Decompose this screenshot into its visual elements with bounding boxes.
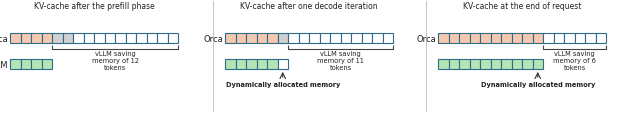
Bar (449, 59, 459, 69)
Bar (20, 34, 31, 44)
Bar (459, 34, 470, 44)
Bar (480, 34, 490, 44)
Text: KV-cache after one decode iteration: KV-cache after one decode iteration (240, 2, 378, 11)
Bar (267, 34, 278, 44)
Bar (522, 34, 532, 44)
Bar (362, 34, 372, 44)
Bar (288, 34, 298, 44)
Text: vLLM saving
memory of 12
tokens: vLLM saving memory of 12 tokens (92, 51, 138, 70)
Bar (278, 34, 288, 44)
Bar (372, 34, 383, 44)
Bar (383, 34, 393, 44)
Bar (73, 34, 83, 44)
Bar (522, 59, 532, 69)
Bar (351, 34, 362, 44)
Bar (554, 34, 564, 44)
Bar (319, 34, 330, 44)
Bar (511, 59, 522, 69)
Bar (501, 59, 511, 69)
Bar (564, 34, 575, 44)
Bar (330, 34, 340, 44)
Bar (470, 34, 480, 44)
Bar (42, 59, 52, 69)
Bar (225, 34, 236, 44)
Bar (31, 59, 42, 69)
Bar (298, 34, 309, 44)
Bar (532, 59, 543, 69)
Bar (438, 59, 449, 69)
Bar (236, 59, 246, 69)
Bar (10, 59, 20, 69)
Bar (309, 34, 319, 44)
Bar (225, 59, 236, 69)
Bar (449, 34, 459, 44)
Bar (470, 59, 480, 69)
Bar (501, 34, 511, 44)
Bar (267, 59, 278, 69)
Text: KV-cache after the prefill phase: KV-cache after the prefill phase (34, 2, 154, 11)
Bar (543, 34, 554, 44)
Bar (10, 34, 20, 44)
Bar (595, 34, 606, 44)
Bar (438, 34, 449, 44)
Bar (83, 34, 94, 44)
Bar (157, 34, 168, 44)
Bar (63, 34, 73, 44)
Bar (532, 34, 543, 44)
Bar (511, 34, 522, 44)
Bar (278, 59, 288, 69)
Bar (94, 34, 104, 44)
Bar (257, 34, 267, 44)
Bar (104, 34, 115, 44)
Bar (168, 34, 178, 44)
Bar (490, 59, 501, 69)
Bar (20, 59, 31, 69)
Bar (42, 34, 52, 44)
Bar (52, 34, 63, 44)
Bar (575, 34, 585, 44)
Bar (147, 34, 157, 44)
Bar (246, 59, 257, 69)
Bar (585, 34, 595, 44)
Text: vLLM saving
memory of 11
tokens: vLLM saving memory of 11 tokens (317, 51, 364, 70)
Bar (115, 34, 125, 44)
Bar (236, 34, 246, 44)
Bar (136, 34, 147, 44)
Bar (490, 34, 501, 44)
Text: vLLM: vLLM (0, 60, 8, 69)
Bar (31, 34, 42, 44)
Text: Orca: Orca (0, 34, 8, 43)
Bar (459, 59, 470, 69)
Text: vLLM saving
memory of 6
tokens: vLLM saving memory of 6 tokens (553, 51, 596, 70)
Bar (125, 34, 136, 44)
Text: Dynamically allocated memory: Dynamically allocated memory (481, 81, 595, 87)
Bar (257, 59, 267, 69)
Text: Orca: Orca (204, 34, 223, 43)
Text: Dynamically allocated memory: Dynamically allocated memory (225, 81, 340, 87)
Bar (480, 59, 490, 69)
Text: Orca: Orca (416, 34, 436, 43)
Text: KV-cache at the end of request: KV-cache at the end of request (463, 2, 581, 11)
Bar (340, 34, 351, 44)
Bar (246, 34, 257, 44)
